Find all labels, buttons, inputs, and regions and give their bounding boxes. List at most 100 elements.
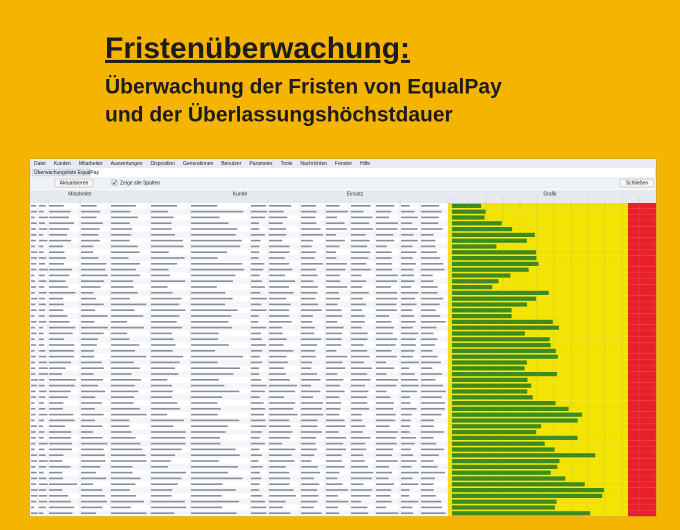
cell-text	[269, 437, 290, 439]
menu-item[interactable]: Kunden	[54, 161, 71, 167]
cell-text	[401, 350, 415, 352]
cell-text	[39, 413, 48, 416]
cell-text	[39, 228, 48, 230]
cell-text	[251, 512, 267, 514]
cell-text	[326, 216, 337, 219]
cell-text	[301, 239, 313, 242]
menu-item[interactable]: Generationen	[183, 161, 214, 167]
cell-text	[31, 274, 35, 277]
cell-text	[269, 431, 293, 433]
cell-text	[326, 495, 338, 497]
close-label[interactable]: Schließen	[626, 180, 648, 186]
cell-text	[269, 332, 283, 335]
gantt-red	[628, 417, 656, 424]
cell-text	[401, 245, 413, 248]
cell-text	[326, 303, 338, 306]
cell-text	[191, 297, 233, 300]
gantt-red	[628, 394, 656, 401]
cell-text	[151, 228, 172, 230]
cell-text	[326, 263, 348, 265]
tab[interactable]	[31, 168, 91, 177]
gantt-bar	[452, 209, 486, 214]
cell-text	[81, 315, 108, 317]
cell-text	[351, 396, 368, 398]
cell-text	[326, 251, 337, 253]
cell-text	[111, 303, 147, 306]
menu-item[interactable]: Nachrichten	[300, 161, 327, 167]
gantt-bar	[452, 215, 485, 220]
cell-text	[376, 257, 392, 259]
menu-item[interactable]: Hilfe	[360, 161, 370, 167]
gantt-bar	[452, 302, 527, 307]
gantt-bar	[452, 464, 558, 469]
cell-text	[81, 344, 97, 346]
show-all-checkbox[interactable]	[111, 179, 118, 186]
cell-text	[39, 350, 46, 352]
gantt-red	[628, 272, 656, 279]
cell-text	[39, 437, 44, 439]
cell-text	[39, 460, 48, 462]
cell-text	[269, 263, 290, 265]
gantt-bg	[448, 232, 628, 238]
menu-item[interactable]: Mitarbeiter	[79, 161, 103, 167]
show-all-label[interactable]: Zeige alle Spalten	[120, 180, 160, 186]
menu-item[interactable]: Disposition	[151, 161, 176, 167]
close-button[interactable]	[619, 178, 655, 188]
cell-text	[376, 477, 389, 480]
cell-text	[31, 408, 36, 410]
menu-item[interactable]: Datei	[34, 161, 46, 167]
tab-label[interactable]: Überwachungsliste EqualPay	[34, 169, 100, 176]
cell-text	[81, 448, 104, 451]
menu-item[interactable]: Benutzer	[221, 161, 241, 167]
cell-text	[301, 390, 321, 393]
cell-text	[191, 442, 221, 445]
cell-text	[151, 292, 173, 294]
cell-text	[151, 390, 173, 393]
gantt-red	[628, 278, 656, 285]
gantt-bg	[448, 429, 628, 435]
cell-text	[111, 425, 130, 427]
cell-text	[351, 448, 367, 451]
cell-text	[269, 390, 296, 393]
cell-text	[251, 205, 267, 207]
cell-text	[351, 419, 363, 422]
cell-text	[401, 454, 414, 456]
cell-text	[251, 344, 266, 346]
cell-text	[301, 292, 318, 294]
cell-text	[191, 245, 241, 248]
cell-text	[191, 471, 229, 474]
cell-text	[326, 344, 342, 346]
cell-text	[351, 245, 368, 248]
cell-text	[81, 408, 95, 410]
refresh-label[interactable]: Aktualisieren	[60, 180, 89, 186]
cell-text	[301, 216, 316, 219]
cell-text	[81, 263, 107, 265]
cell-text	[401, 321, 416, 323]
cell-text	[269, 448, 296, 451]
cell-text	[301, 500, 318, 503]
cell-text	[39, 402, 44, 404]
cell-text	[49, 245, 64, 248]
gantt-bar	[452, 244, 497, 249]
cell-text	[49, 396, 68, 398]
cell-text	[111, 332, 128, 335]
menu-item[interactable]: Tools	[281, 161, 293, 167]
cell-text	[191, 216, 220, 219]
cell-text	[39, 216, 48, 219]
cell-text	[31, 321, 37, 323]
gantt-red	[628, 301, 656, 308]
cell-text	[326, 408, 341, 410]
cell-text	[81, 245, 94, 248]
cell-text	[151, 216, 174, 219]
menu-item[interactable]: Fenster	[335, 161, 352, 167]
cell-text	[151, 326, 183, 329]
cell-text	[401, 303, 417, 306]
cell-text	[301, 210, 317, 213]
cell-text	[401, 506, 413, 509]
gantt-bar	[452, 221, 502, 226]
menu-item[interactable]: Auswertungen	[111, 161, 143, 167]
menu-item[interactable]: Parameter	[249, 161, 273, 167]
gantt-red	[628, 493, 656, 499]
cell-text	[351, 222, 370, 224]
refresh-button[interactable]	[54, 178, 94, 188]
